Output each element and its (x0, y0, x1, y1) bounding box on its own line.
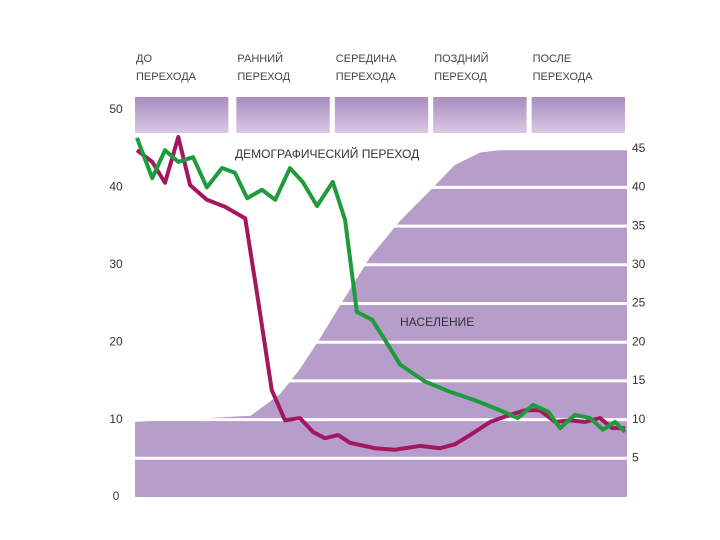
stage-box (433, 97, 527, 133)
stage-label: СЕРЕДИНА (336, 53, 397, 65)
y2-tick-label: 10 (632, 412, 646, 426)
stage-box (135, 97, 229, 133)
y2-tick-label: 45 (632, 141, 646, 155)
stage-label: ПЕРЕХОДА (336, 71, 397, 83)
annotation: ДЕМОГРАФИЧЕСКИЙ ПЕРЕХОД (235, 146, 419, 161)
stage-box (334, 97, 429, 133)
annotation: НАСЕЛЕНИЕ (400, 315, 474, 329)
y2-tick-label: 30 (632, 257, 646, 271)
stage-label: ПОСЛЕ (533, 53, 572, 65)
y2-tick-label: 35 (632, 218, 646, 232)
y-tick-label: 30 (109, 257, 123, 271)
y-tick-label: 40 (109, 180, 123, 194)
y2-tick-label: 40 (632, 180, 646, 194)
stage-box (531, 97, 625, 133)
y2-tick-label: 5 (632, 450, 639, 464)
rate-line (135, 137, 627, 434)
y2-tick-label: 25 (632, 296, 646, 310)
stage-label: ПОЗДНИЙ (434, 52, 488, 65)
stage-label: ПЕРЕХОД (237, 71, 290, 83)
stage-label: ПЕРЕХОДА (136, 71, 197, 83)
stage-label: ПЕРЕХОДА (533, 71, 594, 83)
y-tick-label: 50 (109, 102, 123, 116)
y2-tick-label: 15 (632, 373, 646, 387)
stage-label: ДО (136, 53, 152, 65)
stage-box (236, 97, 330, 133)
y-tick-label: 0 (113, 489, 120, 503)
stage-label: ПЕРЕХОД (434, 71, 487, 83)
stage-label: РАННИЙ (237, 52, 283, 65)
y-tick-label: 20 (109, 334, 123, 348)
y2-tick-label: 20 (632, 334, 646, 348)
y-tick-label: 10 (109, 412, 123, 426)
